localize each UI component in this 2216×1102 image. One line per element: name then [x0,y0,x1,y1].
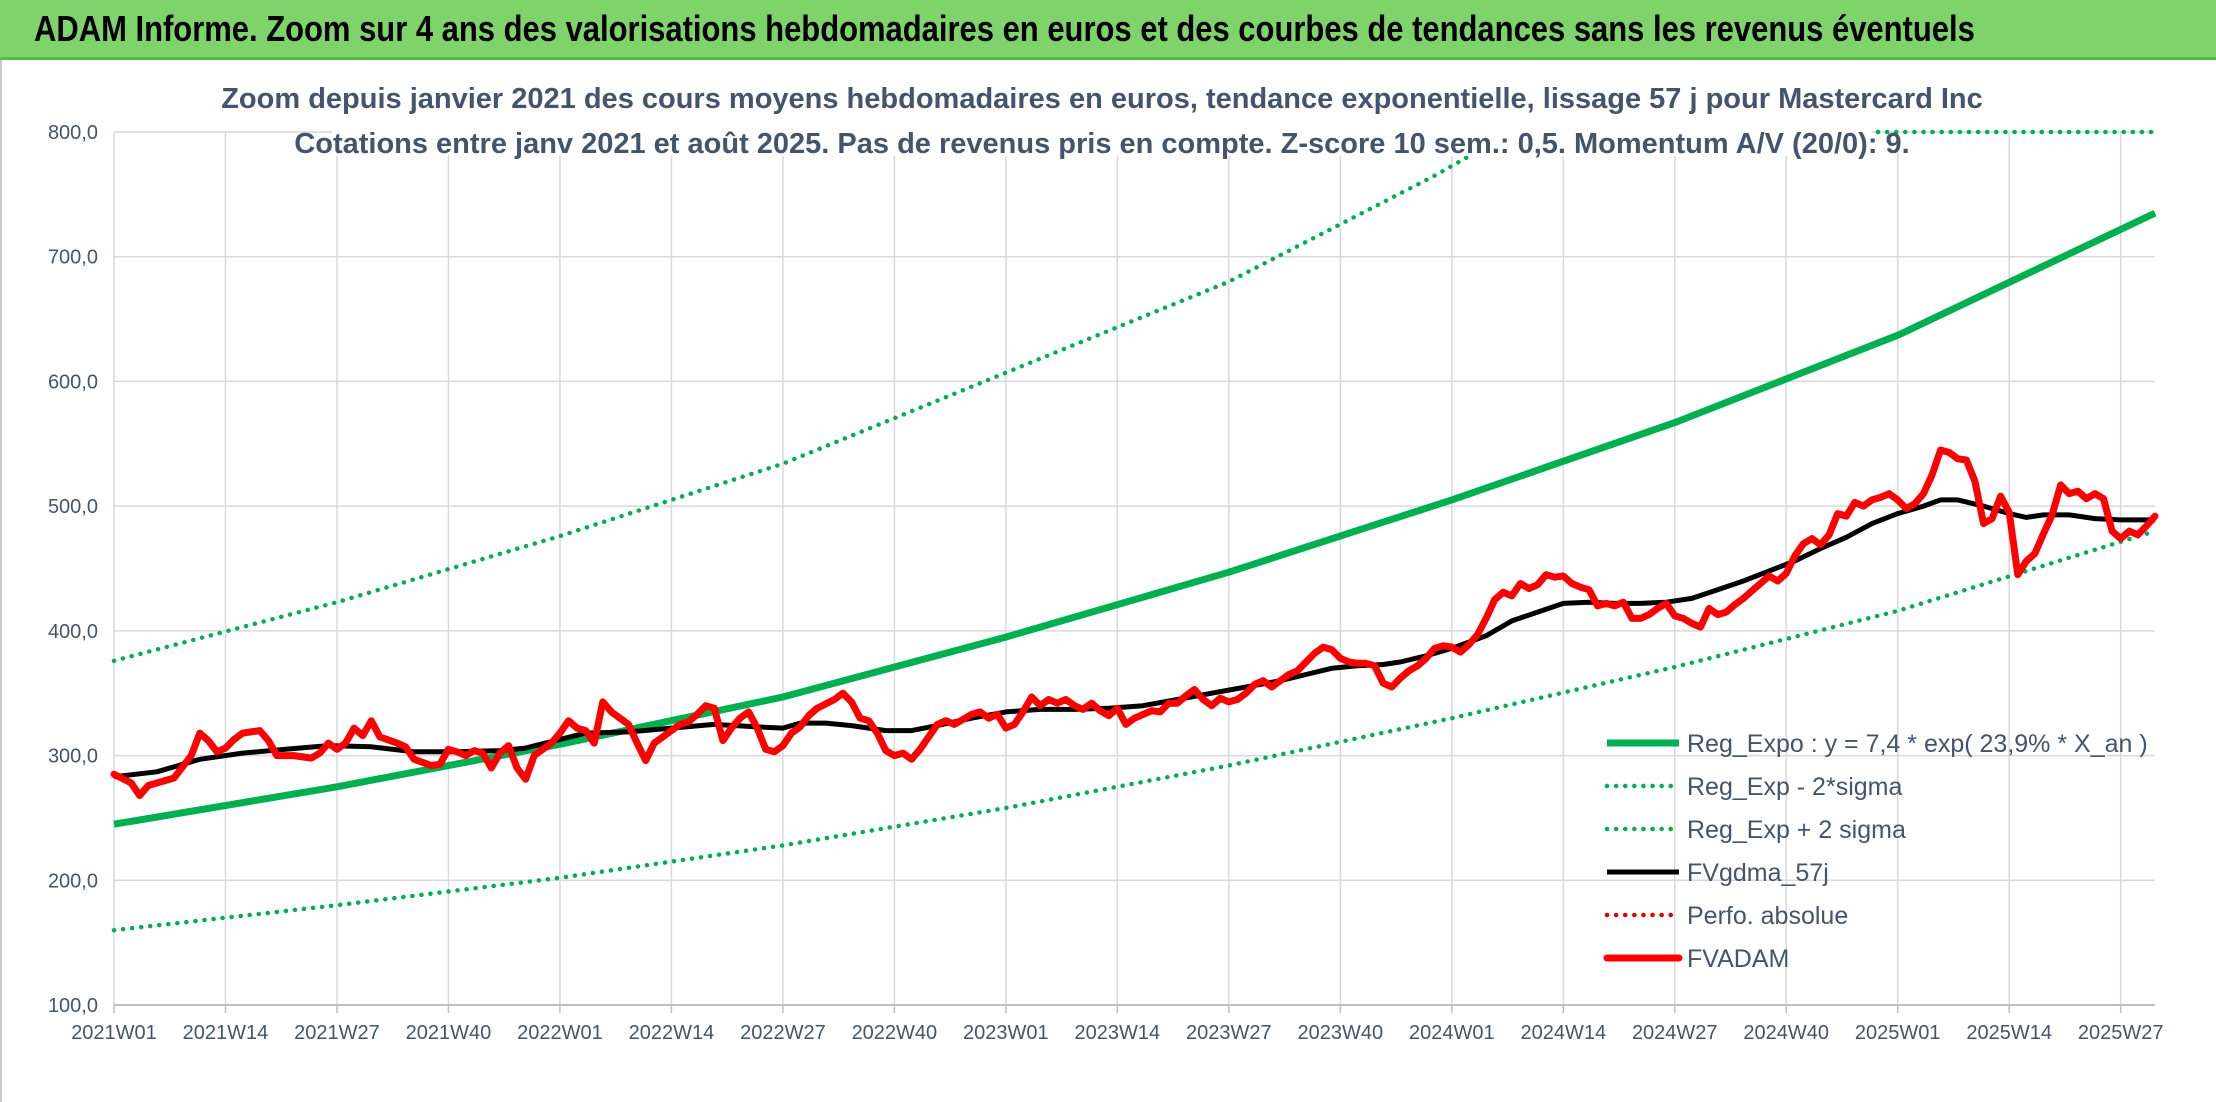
legend-entry-label: Perfo. absolue [1687,902,1848,930]
series-line-reg-exp-2-sigma [111,528,2158,933]
chart-area: 100,0 200,0 300,0 400,0 500,0 600,0 700,0 800,0… [0,60,2216,1102]
x-tick-label: 2023W27 [1186,1022,1272,1044]
x-tick-label: 2021W40 [406,1022,492,1044]
y-tick-label: 300,0 [48,746,98,768]
y-tick-label: 600,0 [48,371,98,393]
x-tick-label: 2024W01 [1409,1022,1495,1044]
x-tick-label: 2021W01 [71,1022,157,1044]
y-tick-label: 500,0 [48,496,98,518]
x-tick-label: 2022W01 [517,1022,603,1044]
x-tick-label: 2023W14 [1075,1022,1161,1044]
x-tick-label: 2022W40 [852,1022,938,1044]
x-tick-label: 2025W27 [2078,1022,2164,1044]
x-tick-label: 2022W14 [629,1022,715,1044]
legend-entry-label: Reg_Exp - 2*sigma [1687,773,1902,801]
report-banner: ADAM Informe. Zoom sur 4 ans des valoris… [0,0,2216,60]
title-background [332,76,1872,156]
legend-entry-label: FVgdma_57j [1687,859,1829,887]
chart-subtitle: Cotations entre janv 2021 et août 2025. … [294,128,1909,160]
y-tick-label: 200,0 [48,870,98,892]
chart-title: Zoom depuis janvier 2021 des cours moyen… [221,83,1983,115]
series-lines [110,129,2159,933]
gridlines [113,131,2155,1006]
y-tick-label: 100,0 [48,995,98,1017]
y-tick-label: 800,0 [48,122,98,144]
x-tick-label: 2022W27 [740,1022,826,1044]
series-line-fvadam [110,446,2159,799]
legend-entry-label: Reg_Expo : y = 7,4 * exp( 23,9% * X_an ) [1687,730,2148,758]
y-tick-label: 700,0 [48,247,98,269]
legend: Reg_Expo : y = 7,4 * exp( 23,9% * X_an )… [1603,730,2148,973]
axes: 100,0 200,0 300,0 400,0 500,0 600,0 700,0 800,0… [48,122,2164,1044]
series-line-reg-expo-y-7-4-exp-23-9-x-an [113,209,2157,828]
x-tick-label: 2024W40 [1743,1022,1829,1044]
y-tick-label: 400,0 [48,621,98,643]
series-line-fvgdma-57j [113,497,2155,780]
legend-entry-label: FVADAM [1687,945,1789,973]
x-tick-label: 2025W01 [1855,1022,1941,1044]
report-title: ADAM Informe. Zoom sur 4 ans des valoris… [34,8,1975,49]
x-tick-label: 2021W14 [183,1022,269,1044]
series-line-reg-exp-2-sigma [111,129,2158,664]
x-tick-label: 2023W40 [1298,1022,1384,1044]
x-tick-label: 2021W27 [294,1022,380,1044]
x-tick-label: 2023W01 [963,1022,1049,1044]
x-tick-label: 2025W14 [1966,1022,2052,1044]
legend-entry-label: Reg_Exp + 2 sigma [1687,816,1906,844]
x-tick-label: 2024W27 [1632,1022,1718,1044]
x-tick-label: 2024W14 [1520,1022,1606,1044]
line-chart: 100,0 200,0 300,0 400,0 500,0 600,0 700,0 800,0… [48,76,2164,1044]
